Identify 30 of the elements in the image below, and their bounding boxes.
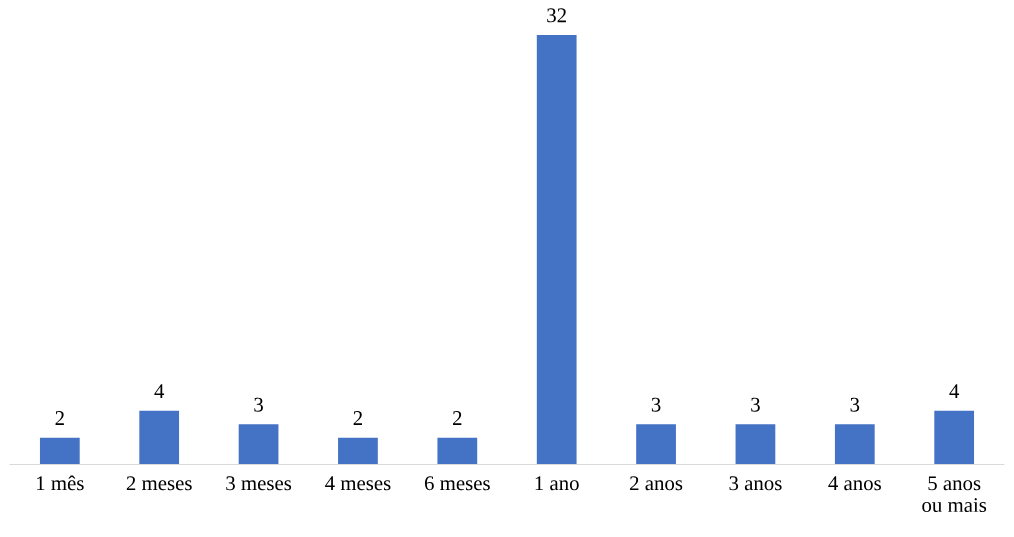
- bar: [934, 410, 975, 465]
- data-label: 2: [453, 411, 462, 425]
- bar: [437, 437, 478, 465]
- x-tick-label: 2 meses: [126, 476, 192, 491]
- bar: [636, 424, 676, 465]
- bar: [735, 424, 776, 465]
- data-label: 3: [254, 397, 263, 412]
- x-tick-label: 4 meses: [325, 476, 391, 491]
- bar: [238, 424, 279, 465]
- x-tick-label: 3 anos: [729, 476, 782, 491]
- data-label: 2: [55, 411, 64, 425]
- data-label: 3: [850, 397, 860, 412]
- x-tick-label: 1 ano: [535, 476, 579, 491]
- x-tick-label: 4 anos: [828, 476, 881, 491]
- bar: [139, 410, 180, 465]
- data-label: 3: [751, 397, 760, 412]
- x-tick-label: 6 meses: [424, 476, 490, 491]
- data-label: 32: [547, 8, 566, 23]
- bar: [834, 424, 875, 465]
- x-tick-label: 5 anos ou mais: [922, 476, 987, 513]
- data-label: 4: [154, 384, 165, 399]
- x-tick-label: 2 anos: [630, 476, 683, 491]
- data-label: 3: [651, 397, 661, 412]
- data-label: 4: [949, 384, 960, 399]
- bar: [536, 34, 577, 465]
- bar: [338, 437, 378, 465]
- x-tick-label: 1 mês: [37, 475, 84, 491]
- data-label: 2: [353, 411, 362, 425]
- x-tick-label: 3 meses: [226, 476, 292, 491]
- bar: [39, 437, 80, 465]
